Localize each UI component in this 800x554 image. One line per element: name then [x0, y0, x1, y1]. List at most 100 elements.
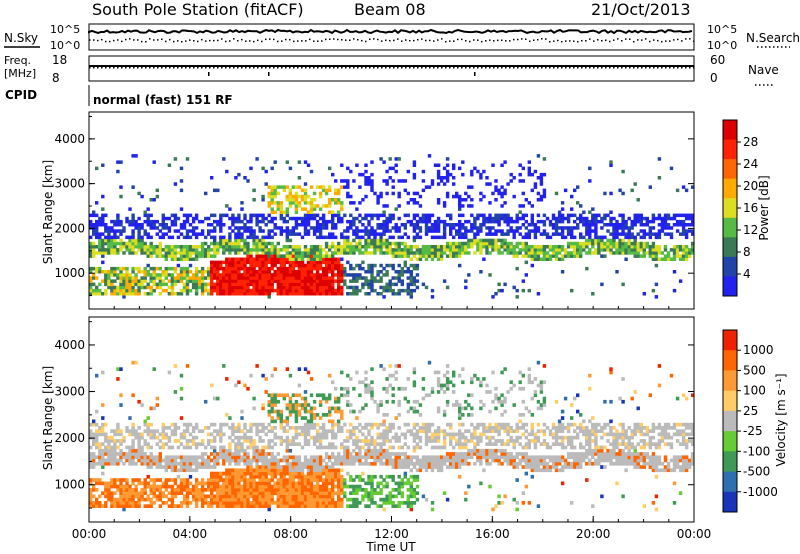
power-cell: [216, 251, 220, 255]
velocity-cell: [98, 432, 102, 437]
velocity-cell: [288, 448, 293, 453]
power-cell: [92, 232, 96, 236]
noise-search-point: [629, 38, 631, 40]
power-cell: [412, 160, 417, 164]
power-cell: [557, 245, 562, 249]
power-cell: [101, 163, 105, 167]
power-cell: [506, 229, 510, 233]
velocity-cell: [210, 494, 214, 499]
power-cell: [418, 219, 423, 224]
power-cell: [276, 288, 280, 293]
power-cell: [358, 238, 362, 243]
power-cell: [436, 198, 441, 202]
power-cell: [346, 292, 350, 296]
velocity-cell: [158, 488, 162, 492]
power-cell: [379, 191, 383, 196]
power-cell: [494, 185, 498, 189]
power-cell: [176, 273, 181, 277]
velocity-cell: [176, 484, 181, 489]
velocity-cell: [255, 448, 259, 453]
power-cell: [488, 273, 492, 277]
power-cell: [179, 288, 184, 293]
power-cell: [473, 166, 477, 171]
power-cell: [409, 198, 413, 202]
power-cell: [303, 270, 308, 274]
velocity-cell: [173, 488, 178, 492]
power-cell: [337, 216, 341, 221]
power-cell: [149, 198, 153, 202]
velocity-cell: [297, 461, 302, 466]
velocity-cell: [228, 468, 232, 473]
power-cell: [439, 248, 444, 252]
power-cell: [445, 191, 450, 196]
power-cell: [518, 226, 522, 230]
velocity-cell: [249, 474, 253, 479]
power-cell: [458, 213, 462, 218]
power-cell: [128, 276, 132, 280]
velocity-cell: [197, 461, 202, 466]
power-cell: [633, 251, 637, 255]
power-cell: [458, 166, 462, 171]
power-cell: [421, 251, 426, 255]
power-cell: [452, 163, 456, 167]
velocity-cell: [179, 484, 184, 489]
velocity-cell: [255, 455, 259, 460]
power-cell: [285, 229, 289, 233]
power-cell: [382, 229, 386, 233]
power-cell: [439, 257, 444, 261]
power-cell: [409, 270, 413, 274]
power-cell: [533, 232, 538, 236]
power-cell: [285, 276, 289, 280]
velocity-cell: [276, 504, 280, 508]
power-cell: [288, 260, 293, 265]
noise-search-point: [105, 40, 107, 43]
power-cell: [119, 232, 123, 236]
velocity-cell: [312, 455, 317, 460]
nave-point: [261, 67, 263, 69]
velocity-cell: [282, 494, 286, 499]
velocity-cell: [315, 445, 320, 450]
noise-search-point: [517, 38, 519, 41]
power-cell: [149, 223, 153, 227]
power-cell: [240, 245, 244, 249]
power-cell: [669, 166, 674, 171]
power-cell: [297, 292, 302, 296]
power-cell: [303, 223, 308, 227]
power-cell: [264, 182, 268, 186]
power-cell: [678, 245, 683, 249]
power-cell: [461, 160, 465, 164]
power-cell: [185, 276, 190, 280]
power-cell: [551, 245, 556, 249]
power-cell: [424, 285, 429, 290]
power-cell: [294, 204, 299, 208]
power-cell: [167, 248, 172, 252]
velocity-cell: [246, 452, 250, 456]
power-cell: [131, 219, 135, 224]
power-cell: [225, 241, 229, 246]
power-cell: [89, 282, 93, 287]
power-cell: [176, 245, 181, 249]
noise-search-point: [585, 40, 587, 42]
power-cell: [255, 157, 259, 161]
power-cell: [621, 169, 625, 174]
power-cell: [397, 292, 401, 296]
power-cell: [648, 248, 652, 252]
power-cell: [627, 241, 631, 246]
power-cell: [315, 257, 320, 261]
power-cell: [403, 232, 407, 236]
power-cell: [334, 248, 338, 252]
power-cell: [255, 257, 259, 261]
power-cell: [173, 248, 178, 252]
power-cell: [364, 182, 368, 186]
power-cell: [461, 223, 465, 227]
power-cell: [445, 254, 450, 258]
power-cell: [358, 273, 362, 277]
velocity-cell: [300, 468, 305, 473]
velocity-cell: [315, 478, 320, 482]
power-cell: [394, 157, 398, 161]
velocity-cell: [185, 497, 190, 502]
power-cell: [249, 260, 253, 265]
noise-search-trace: [89, 38, 695, 43]
velocity-cell: [131, 491, 135, 495]
velocity-cell: [188, 491, 193, 495]
